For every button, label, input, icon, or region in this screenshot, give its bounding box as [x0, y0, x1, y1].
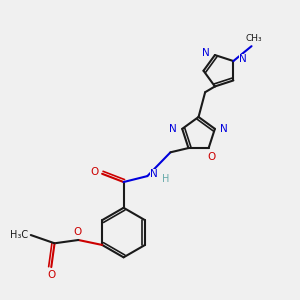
Text: N: N — [150, 169, 158, 179]
Text: H: H — [162, 174, 169, 184]
Text: H₃C: H₃C — [10, 230, 28, 240]
Text: CH₃: CH₃ — [246, 34, 262, 43]
Text: N: N — [202, 48, 209, 59]
Text: N: N — [239, 54, 247, 64]
Text: O: O — [91, 167, 99, 177]
Text: N: N — [169, 124, 177, 134]
Text: O: O — [47, 270, 56, 280]
Text: N: N — [220, 124, 228, 134]
Text: O: O — [73, 227, 82, 237]
Text: O: O — [207, 152, 215, 162]
